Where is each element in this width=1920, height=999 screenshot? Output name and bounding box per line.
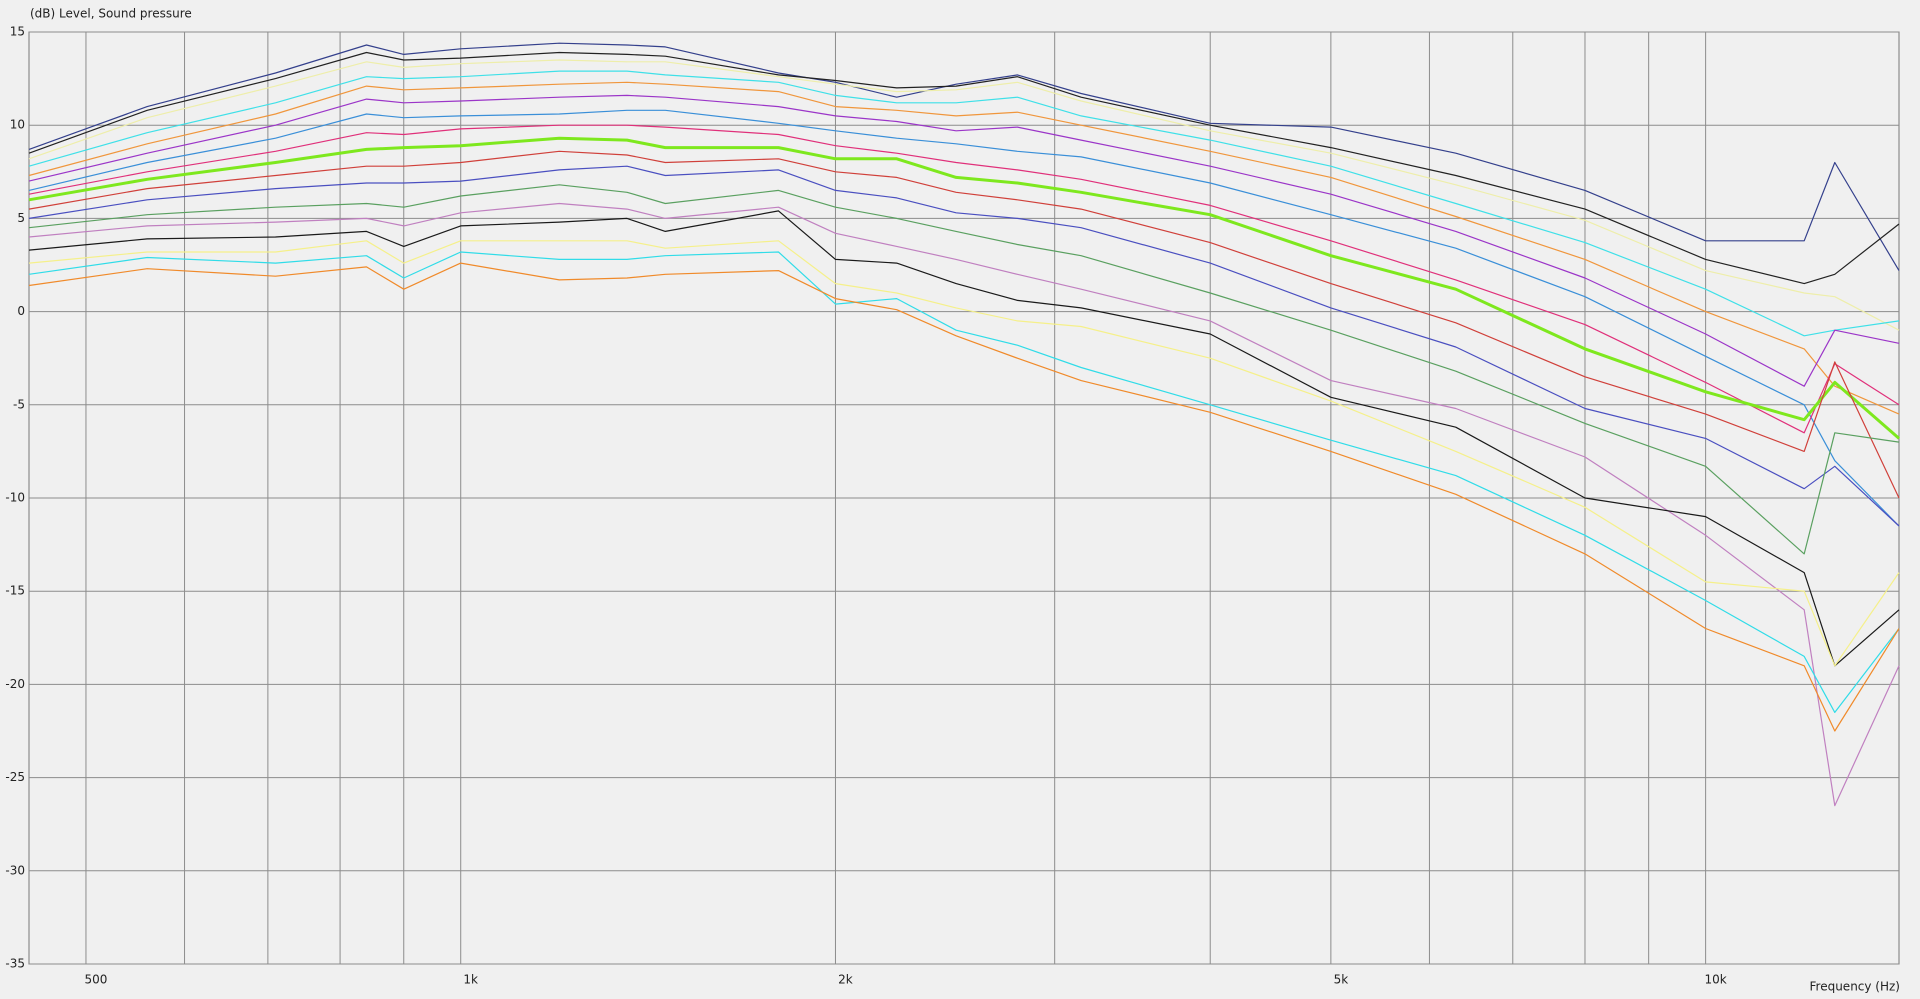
x-tick-label: 1k	[463, 973, 478, 987]
y-tick-label: -25	[5, 770, 25, 784]
x-tick-label: 5k	[1334, 973, 1349, 987]
series-line	[28, 124, 1900, 434]
series-line	[28, 184, 1900, 555]
series-line	[28, 59, 1900, 331]
y-tick-label: 10	[10, 118, 25, 132]
series-line	[28, 70, 1900, 337]
series-line	[28, 150, 1900, 499]
y-tick-label: 15	[10, 25, 25, 39]
x-tick-label: 2k	[838, 973, 853, 987]
x-axis-label: Frequency (Hz)	[1810, 980, 1901, 994]
series-line	[28, 51, 1900, 285]
y-tick-label: -35	[5, 957, 25, 971]
y-tick-label: 0	[17, 304, 25, 318]
series-line	[28, 262, 1900, 732]
series-line	[28, 165, 1900, 527]
series-line	[28, 240, 1900, 667]
series-line	[28, 42, 1900, 271]
y-tick-label: -15	[5, 584, 25, 598]
chart-title: (dB) Level, Sound pressure	[30, 7, 192, 21]
y-tick-label: -10	[5, 491, 25, 505]
series-line	[28, 210, 1900, 667]
y-tick-label: -20	[5, 677, 25, 691]
y-tick-label: 5	[17, 211, 25, 225]
series-line	[28, 109, 1900, 527]
series-line	[28, 94, 1900, 387]
x-tick-label: 10k	[1705, 973, 1727, 987]
series-line	[28, 136, 1900, 440]
series-line	[28, 81, 1900, 415]
series-line	[28, 202, 1900, 807]
x-tick-label: 500	[85, 973, 108, 987]
series-line	[28, 251, 1900, 713]
y-tick-label: -30	[5, 863, 25, 877]
y-tick-label: -5	[13, 397, 25, 411]
